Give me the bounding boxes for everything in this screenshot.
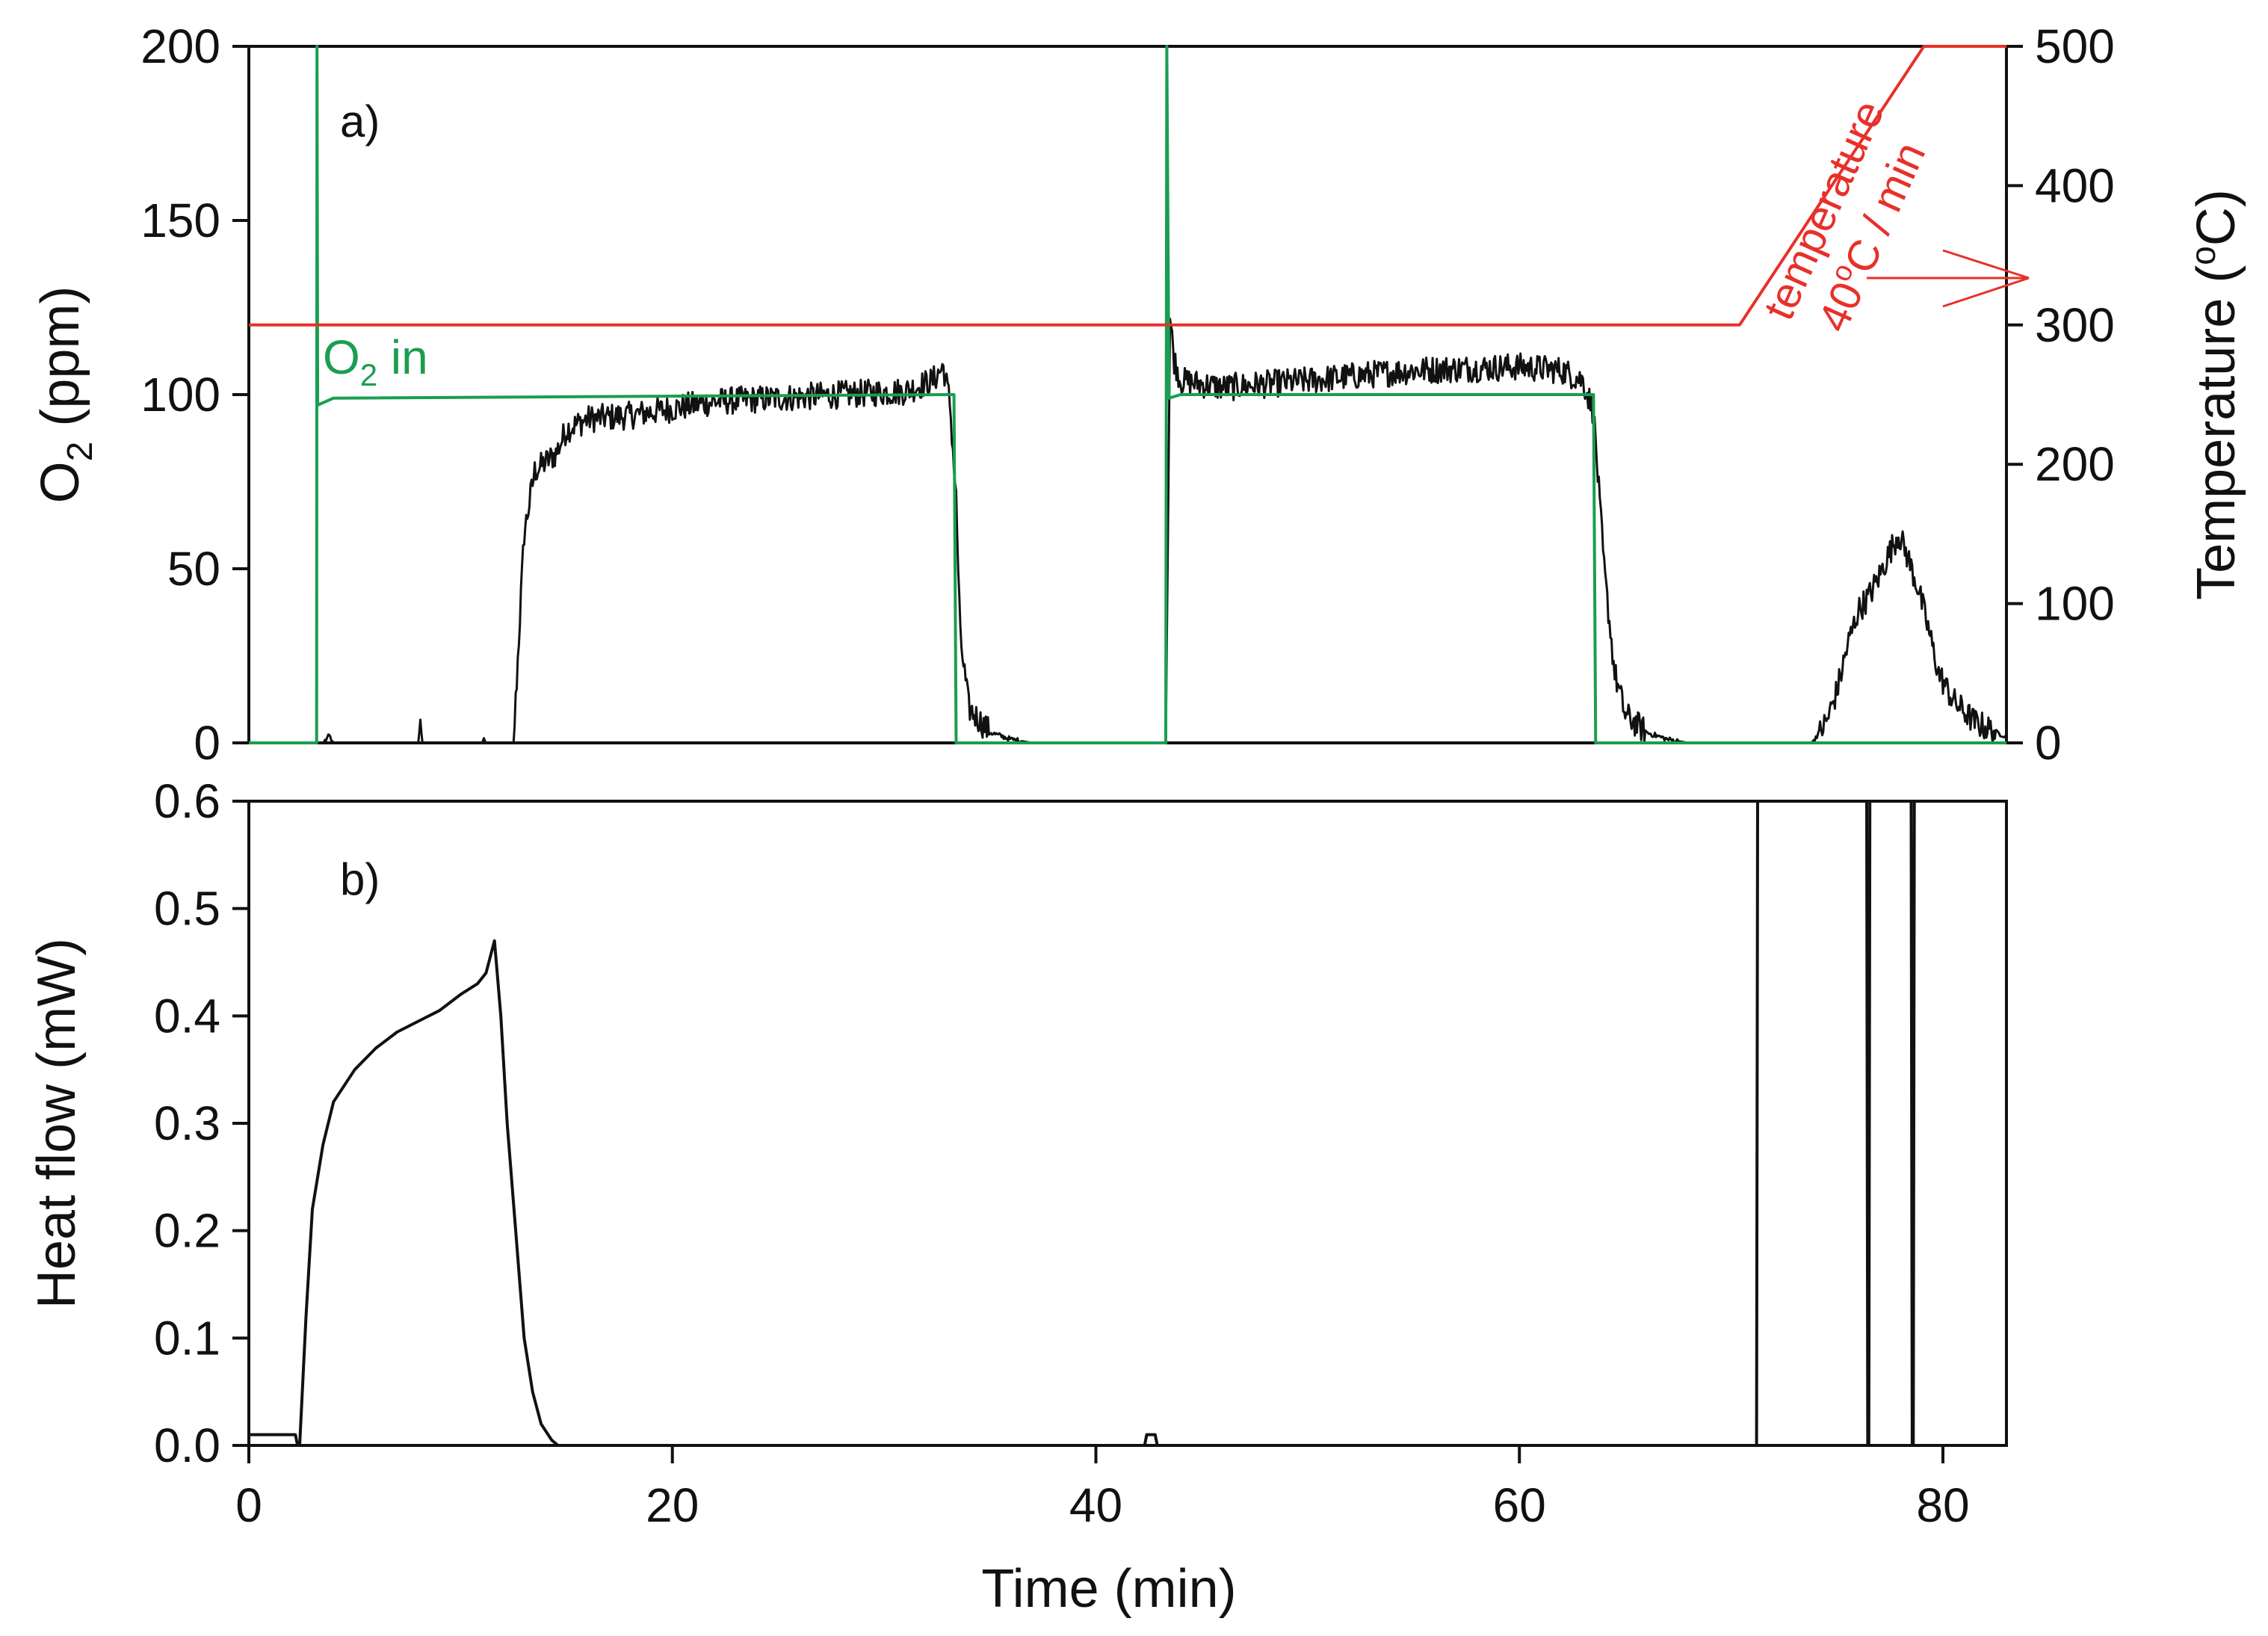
temp-axis-title-rest: C)	[2187, 189, 2246, 246]
heat-flow-axis-tick-label: 0.4	[154, 989, 220, 1043]
panel-b-frame	[247, 800, 2008, 1447]
time-axis-tick-label: 80	[1916, 1478, 1969, 1532]
o2-axis-tick-label: 50	[167, 542, 220, 596]
panel-b-series	[249, 800, 2006, 1447]
heat-flow-line	[249, 800, 2006, 1447]
temperature-axis-tick-label: 300	[2035, 298, 2115, 352]
temp-axis-title-sup: o	[2184, 246, 2222, 265]
heat-flow-axis-tick-label: 0.5	[154, 882, 220, 936]
o2-axis-tick-label: 0	[194, 716, 220, 770]
panel-a-right-axis-title: Temperature (oC)	[2184, 189, 2246, 600]
temp-axis-title-main: Temperature (	[2187, 265, 2246, 600]
heat-flow-axis-tick-label: 0.3	[154, 1096, 220, 1150]
time-axis-title: Time (min)	[981, 1559, 1236, 1619]
o2-axis-title-sub: 2	[61, 442, 100, 462]
temperature-axis-tick-label: 400	[2035, 158, 2115, 212]
heat-flow-axis-tick-label: 0.2	[154, 1204, 220, 1258]
time-axis-tick-label: 60	[1493, 1478, 1546, 1532]
panel-b-bottom-ticks: 0 20 40 60 80	[235, 1445, 1970, 1532]
time-axis-tick-label: 0	[235, 1478, 262, 1532]
heat-flow-axis-title: Heat flow (mW)	[27, 938, 87, 1309]
o2-in-label-main: O	[323, 330, 360, 384]
panel-b-label: b)	[340, 854, 380, 904]
heat-flow-axis-tick-label: 0.1	[154, 1311, 220, 1365]
o2-in-label: O2 in	[323, 330, 428, 392]
o2-axis-tick-label: 100	[140, 368, 220, 422]
temperature-axis-tick-label: 0	[2035, 716, 2062, 770]
o2-axis-title-rest: (ppm)	[31, 286, 90, 442]
temperature-line	[249, 45, 2006, 327]
o2-axis-tick-label: 150	[140, 194, 220, 247]
temperature-axis-tick-label: 500	[2035, 19, 2115, 73]
panel-a-frame	[247, 45, 2008, 744]
o2-axis-tick-label: 200	[140, 19, 220, 73]
heat-flow-axis-tick-label: 0.0	[154, 1419, 220, 1472]
temperature-axis-tick-label: 100	[2035, 577, 2115, 631]
o2-out-line	[248, 318, 2007, 744]
panel-a-series	[248, 45, 2007, 744]
panel-a-left-axis-title: O2 (ppm)	[31, 286, 100, 504]
o2-axis-title-main: O	[31, 461, 90, 503]
o2-in-line	[249, 45, 2006, 744]
panel-a-right-ticks: 0 100 200 300 400 500	[2006, 19, 2115, 770]
o2-in-label-rest: in	[377, 330, 428, 384]
panel-b: 0.0 0.1 0.2 0.3 0.4 0.5 0.6 0 20 40 60 80 b) Heat …	[27, 774, 2008, 1619]
time-axis-tick-label: 40	[1069, 1478, 1122, 1532]
temperature-axis-tick-label: 200	[2035, 437, 2115, 491]
panel-a-left-ticks: 0 50 100 150 200	[140, 19, 249, 770]
heat-flow-axis-tick-label: 0.6	[154, 774, 220, 828]
time-axis-tick-label: 20	[646, 1478, 699, 1532]
panel-a-label: a)	[340, 96, 380, 146]
panel-b-left-ticks: 0.0 0.1 0.2 0.3 0.4 0.5 0.6	[154, 774, 249, 1472]
o2-in-label-sub: 2	[360, 357, 377, 392]
temperature-axis-arrow	[1867, 249, 2030, 308]
heating-rate-num: 40	[1808, 275, 1873, 339]
